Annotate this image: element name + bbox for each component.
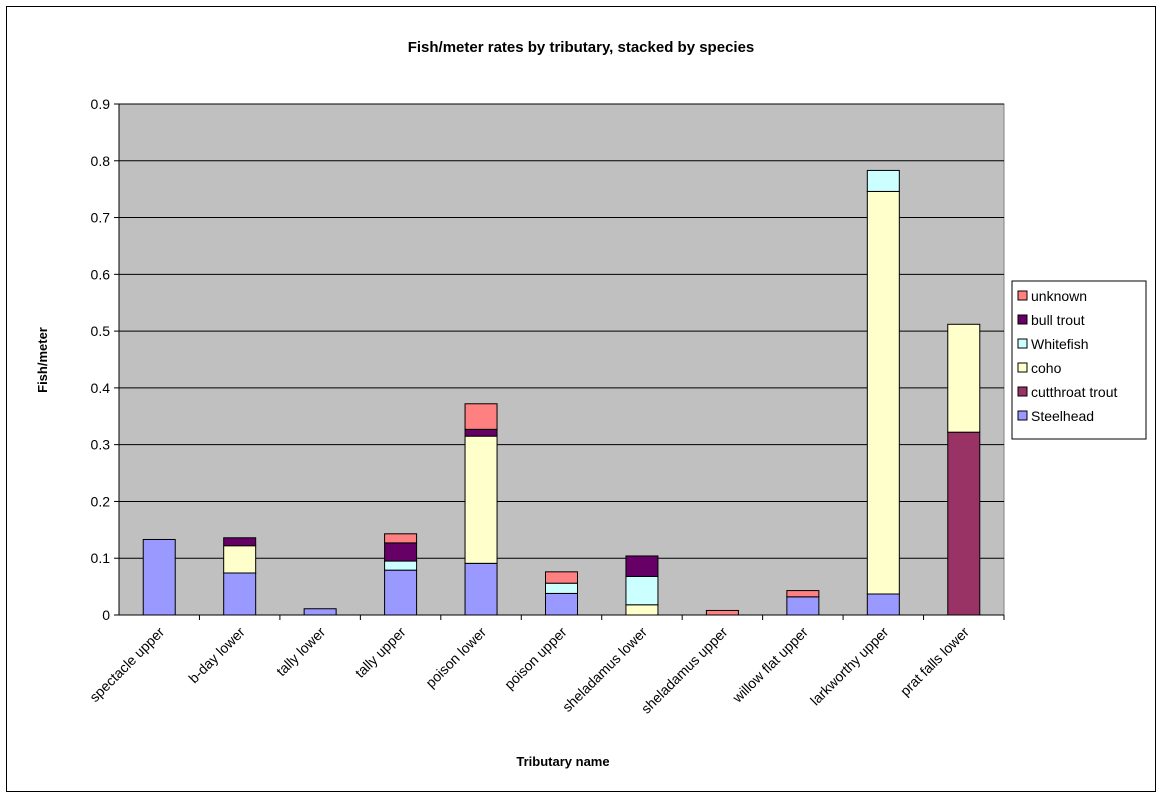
y-tick-label: 0.1 — [91, 550, 111, 566]
bar-segment-coho — [866, 190, 900, 595]
bar-segment-unknown — [464, 403, 498, 430]
y-tick-label: 0.3 — [91, 437, 111, 453]
y-tick-label: 0.8 — [91, 153, 111, 169]
bar-segment-steelhead — [786, 596, 820, 616]
bar-segment-unknown — [545, 571, 578, 584]
bar-segment-bull-trout — [464, 428, 498, 437]
y-tick-label: 0.2 — [91, 493, 111, 509]
plot-area — [118, 103, 1005, 616]
y-tick-labels: 0 0.1 0.2 0.3 0.4 0.5 0.6 0.7 0.8 0.9 — [91, 96, 111, 623]
bar-segment-steelhead — [223, 572, 257, 616]
x-tick-labels: spectacle upper b-day lower tally lower tal… — [86, 624, 972, 717]
y-tick-label: 0 — [102, 607, 110, 623]
legend-swatch — [1017, 338, 1028, 349]
legend-label: Whitefish — [1031, 336, 1089, 352]
bar-segment-coho — [947, 323, 981, 433]
legend-swatch — [1017, 314, 1028, 325]
bar-segment-steelhead — [303, 608, 337, 616]
bar-segment-bull-trout — [625, 555, 659, 577]
legend-label: unknown — [1031, 288, 1087, 304]
x-axis-title: Tributary name — [516, 754, 609, 769]
bar-segment-steelhead — [464, 562, 498, 616]
chart-title: Fish/meter rates by tributary, stacked b… — [408, 39, 755, 56]
bar-segment-unknown — [786, 590, 820, 598]
bar-segment-whitefish — [545, 582, 578, 594]
legend: unknown bull trout Whitefish coho cutthroat … — [1011, 280, 1147, 440]
legend-label: Steelhead — [1031, 408, 1094, 424]
legend-swatch — [1017, 410, 1028, 421]
bar-segment-whitefish — [384, 560, 418, 571]
bars — [142, 169, 981, 616]
bar-segment-coho — [625, 604, 659, 616]
legend-label: bull trout — [1031, 312, 1085, 328]
x-tick-label: b-day lower — [185, 624, 248, 687]
bar-segment-unknown — [705, 609, 739, 616]
y-tick-label: 0.4 — [91, 380, 111, 396]
x-tick-label: poison lower — [422, 624, 489, 691]
bar-segment-bull-trout — [384, 542, 418, 562]
x-tick-label: sheladamus lower — [559, 624, 650, 715]
x-tick-label: prat falls lower — [897, 624, 972, 699]
bar-segment-bull-trout — [223, 537, 257, 547]
axes — [114, 103, 1005, 620]
legend-label: cutthroat trout — [1031, 384, 1117, 400]
gridlines — [119, 103, 1004, 559]
y-tick-label: 0.5 — [91, 323, 111, 339]
x-tick-label: tally upper — [352, 624, 409, 681]
legend-label: coho — [1031, 360, 1062, 376]
bar-segment-cutthroat-trout — [947, 431, 981, 616]
legend-box — [1011, 280, 1147, 440]
bar-segment-steelhead — [384, 569, 418, 616]
x-tick-label: larkworthy upper — [807, 624, 892, 709]
bar-segment-unknown — [384, 533, 418, 544]
x-tick-label: willow flat upper — [729, 624, 812, 707]
x-tick-label: tally lower — [273, 624, 329, 680]
legend-items: unknown bull trout Whitefish coho cutthroat … — [1017, 288, 1117, 424]
x-tick-label: spectacle upper — [86, 624, 167, 705]
y-axis-title: Fish/meter — [35, 327, 50, 393]
bar-segment-whitefish — [625, 575, 659, 606]
x-tick-label: sheladamus upper — [638, 624, 731, 717]
y-tick-label: 0.7 — [91, 210, 111, 226]
bar-segment-steelhead — [142, 538, 176, 616]
y-tick-label: 0.6 — [91, 266, 111, 282]
y-tick-label: 0.9 — [91, 96, 111, 112]
bar-segment-steelhead — [545, 592, 578, 616]
bar-segment-whitefish — [866, 169, 900, 192]
bar-segment-coho — [223, 545, 257, 574]
legend-swatch — [1017, 386, 1028, 397]
bar-segment-steelhead — [866, 593, 900, 616]
legend-swatch — [1017, 290, 1028, 301]
legend-swatch — [1017, 362, 1028, 373]
x-tick-label: poison upper — [501, 624, 570, 693]
bar-segment-coho — [464, 435, 498, 564]
